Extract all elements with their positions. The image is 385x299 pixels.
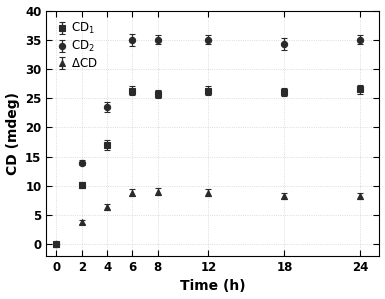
Legend: CD$_1$, CD$_2$, $\Delta$CD: CD$_1$, CD$_2$, $\Delta$CD — [52, 16, 102, 75]
Y-axis label: CD (mdeg): CD (mdeg) — [5, 92, 20, 175]
X-axis label: Time (h): Time (h) — [180, 280, 246, 293]
